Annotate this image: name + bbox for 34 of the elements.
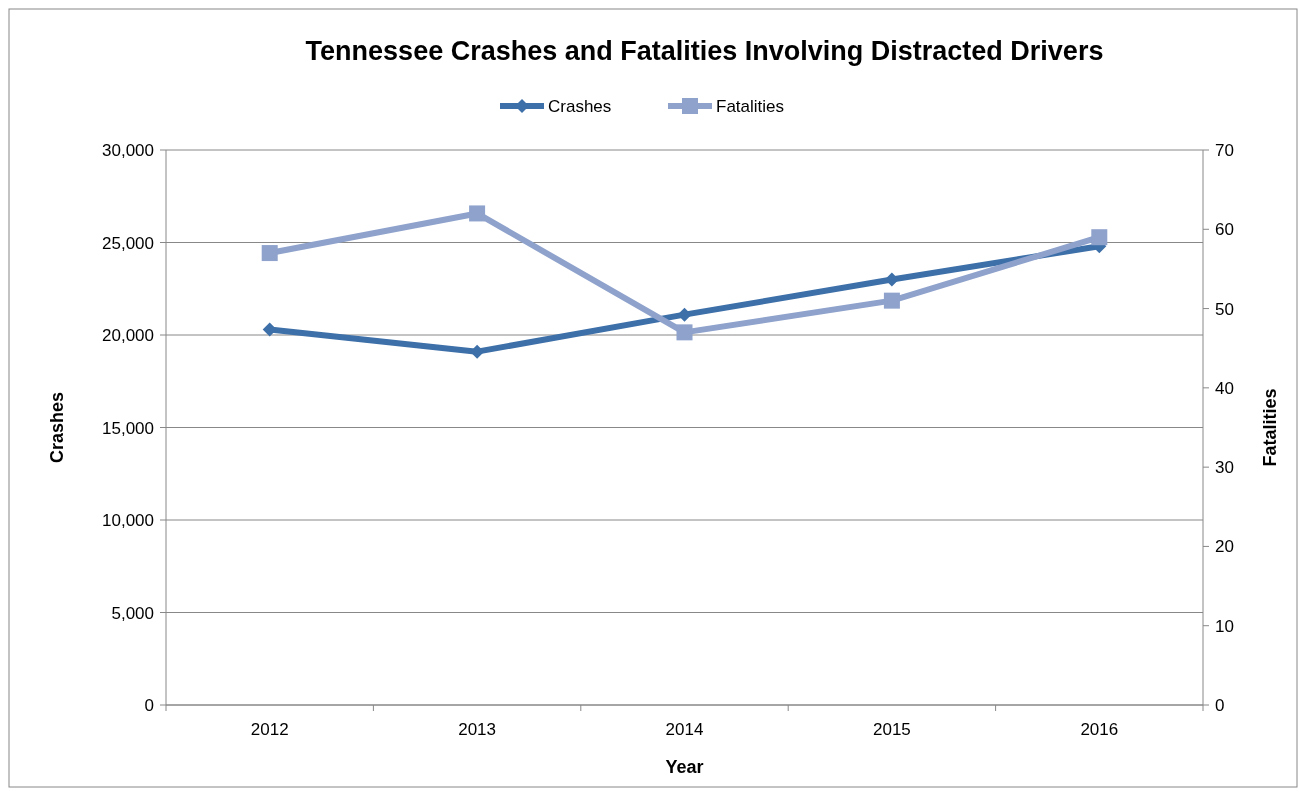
y2-tick-label: 40 — [1215, 378, 1234, 398]
chart-title: Tennessee Crashes and Fatalities Involving Distracted Drivers — [305, 36, 1104, 66]
y-tick-label: 25,000 — [102, 233, 154, 253]
y2-tick-label: 50 — [1215, 299, 1234, 319]
y2-tick-label: 70 — [1215, 141, 1234, 160]
point — [676, 324, 693, 341]
y-tick-label: 5,000 — [111, 603, 154, 623]
legend-label: Crashes — [548, 97, 612, 116]
point — [261, 245, 278, 262]
y-tick-label: 20,000 — [102, 326, 154, 345]
y-axis-title: Crashes — [47, 391, 67, 464]
point — [883, 292, 900, 309]
y2-tick-label: 60 — [1215, 220, 1234, 240]
point — [677, 307, 692, 322]
legend-label: Fatalities — [716, 97, 785, 116]
y2-tick-label: 30 — [1215, 458, 1234, 478]
x-tick-label: 2016 — [1080, 720, 1119, 739]
x-tick-label: 2014 — [665, 720, 704, 739]
point — [469, 205, 486, 222]
y2-tick-label: 0 — [1215, 696, 1225, 715]
x-tick-label: 2012 — [250, 720, 289, 739]
x-tick-label: 2015 — [872, 720, 911, 739]
y2-axis-title: Fatalities — [1260, 388, 1280, 467]
point — [1091, 229, 1108, 246]
point — [470, 344, 485, 359]
x-axis-title: Year — [665, 757, 704, 777]
y2-tick-label: 10 — [1215, 616, 1234, 636]
y-tick-label: 10,000 — [102, 511, 154, 530]
y-tick-label: 0 — [144, 696, 154, 715]
y2-tick-label: 20 — [1215, 537, 1234, 557]
y-tick-label: 30,000 — [102, 141, 154, 160]
x-tick-label: 2013 — [458, 720, 497, 739]
y-tick-label: 15,000 — [102, 418, 154, 438]
point — [884, 272, 899, 287]
